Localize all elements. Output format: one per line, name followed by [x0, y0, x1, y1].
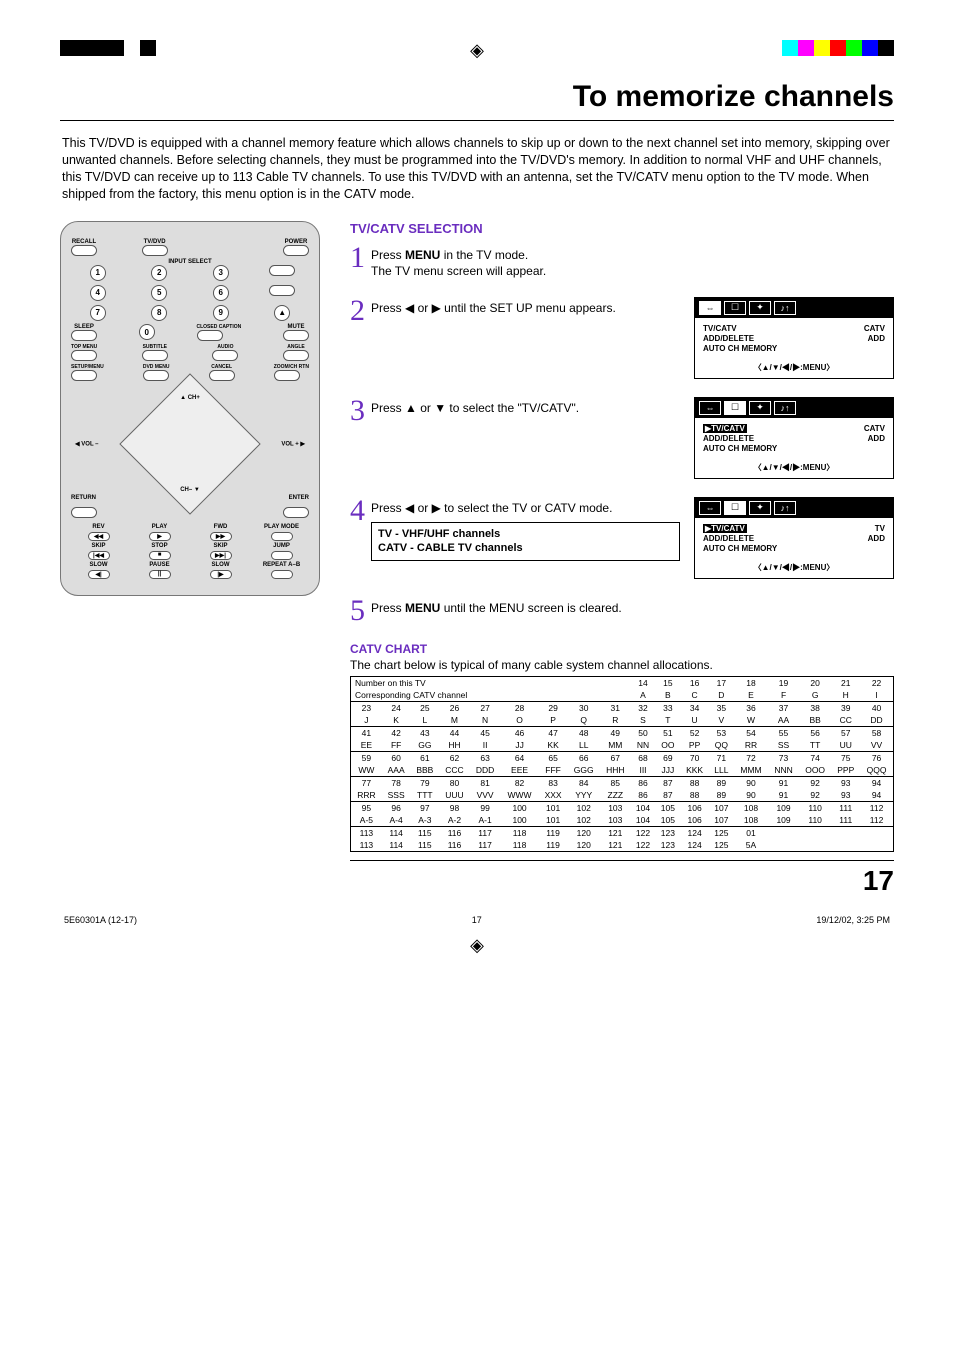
- screen-2: ⇔☐✦♪↑ TV/CATVCATVADD/DELETEADDAUTO CH ME…: [694, 297, 894, 379]
- section-title: TV/CATV SELECTION: [350, 221, 894, 236]
- page-number: 17: [350, 860, 894, 897]
- footer-right: 19/12/02, 3:25 PM: [816, 915, 890, 925]
- footer-left: 5E60301A (12-17): [64, 915, 137, 925]
- step-4: 4 Press ◀ or ▶ to select the TV or CATV …: [350, 497, 894, 579]
- footer-center: 17: [472, 915, 482, 925]
- registration-marks-top: ◈: [60, 40, 894, 70]
- step-1: 1 Press MENU in the TV mode. The TV menu…: [350, 244, 894, 279]
- step-2: 2 Press ◀ or ▶ until the SET UP menu app…: [350, 297, 894, 379]
- page-title: To memorize channels: [60, 80, 894, 121]
- catv-chart-header: CATV CHART: [350, 642, 894, 656]
- catv-chart-sub: The chart below is typical of many cable…: [350, 658, 894, 672]
- intro-text: This TV/DVD is equipped with a channel m…: [60, 135, 894, 203]
- catv-table: Number on this TV141516171819202122Corre…: [350, 676, 894, 852]
- step-3: 3 Press ▲ or ▼ to select the "TV/CATV". …: [350, 397, 894, 479]
- screen-3: ⇔☐✦♪↑ ▶TV/CATVCATVADD/DELETEADDAUTO CH M…: [694, 397, 894, 479]
- registration-marks-bottom: ◈: [60, 935, 894, 965]
- step-5: 5 Press MENU until the MENU screen is cl…: [350, 597, 894, 624]
- remote-illustration: RECALL TV/DVD POWER INPUT SELECT 1234567…: [60, 221, 320, 596]
- screen-4: ⇔☐✦♪↑ ▶TV/CATVTVADD/DELETEADDAUTO CH MEM…: [694, 497, 894, 579]
- step-num: 1: [350, 244, 365, 279]
- footer: 5E60301A (12-17) 17 19/12/02, 3:25 PM: [60, 915, 894, 925]
